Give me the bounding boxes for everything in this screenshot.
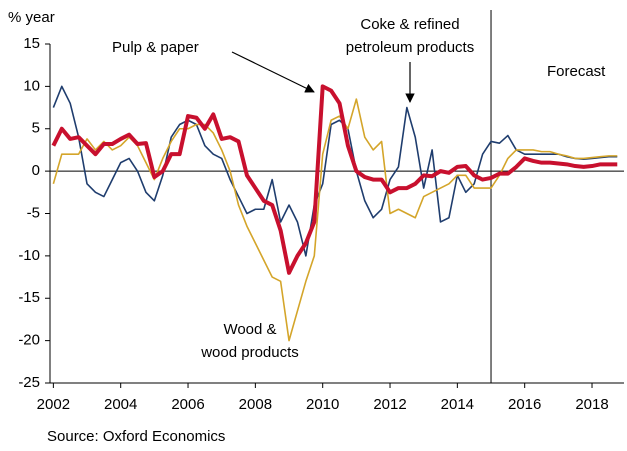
y-tick-label: 5 (32, 120, 40, 137)
series-line (51, 84, 618, 275)
arrow (231, 51, 315, 93)
annotation: Coke & refined (360, 16, 459, 33)
series-line (52, 85, 618, 257)
y-tick-label: -25 (18, 374, 40, 391)
x-tick-label: 2016 (508, 396, 541, 413)
series-line (52, 98, 618, 342)
x-tick-label: 2006 (171, 396, 204, 413)
x-tick-label: 2012 (373, 396, 406, 413)
annotation: Pulp & paper (112, 39, 199, 56)
y-tick-label: 10 (23, 77, 40, 94)
forecast-label: Forecast (547, 63, 606, 80)
source: Source: Oxford Economics (47, 428, 225, 445)
y-tick-label: -20 (18, 332, 40, 349)
x-tick-label: 2002 (37, 396, 70, 413)
x-tick-label: 2018 (575, 396, 608, 413)
annotation: petroleum products (346, 39, 474, 56)
annotation: Wood & (223, 321, 276, 338)
x-tick-label: 2004 (104, 396, 137, 413)
y-tick-label: -5 (27, 204, 40, 221)
y-tick-label: 15 (23, 35, 40, 52)
x-tick-label: 2010 (306, 396, 339, 413)
y-tick-label: -10 (18, 247, 40, 264)
annotation: wood products (200, 344, 299, 361)
x-tick-label: 2008 (239, 396, 272, 413)
x-tick-label: 2014 (441, 396, 474, 413)
plot: -25 -20 -15 -10 -5 0 5 10 15 2002 2004 2006 2008 2010… (18, 10, 624, 413)
y-tick-label: 0 (32, 162, 40, 179)
y-axis-label: % year (8, 9, 55, 26)
y-tick-label: -15 (18, 289, 40, 306)
